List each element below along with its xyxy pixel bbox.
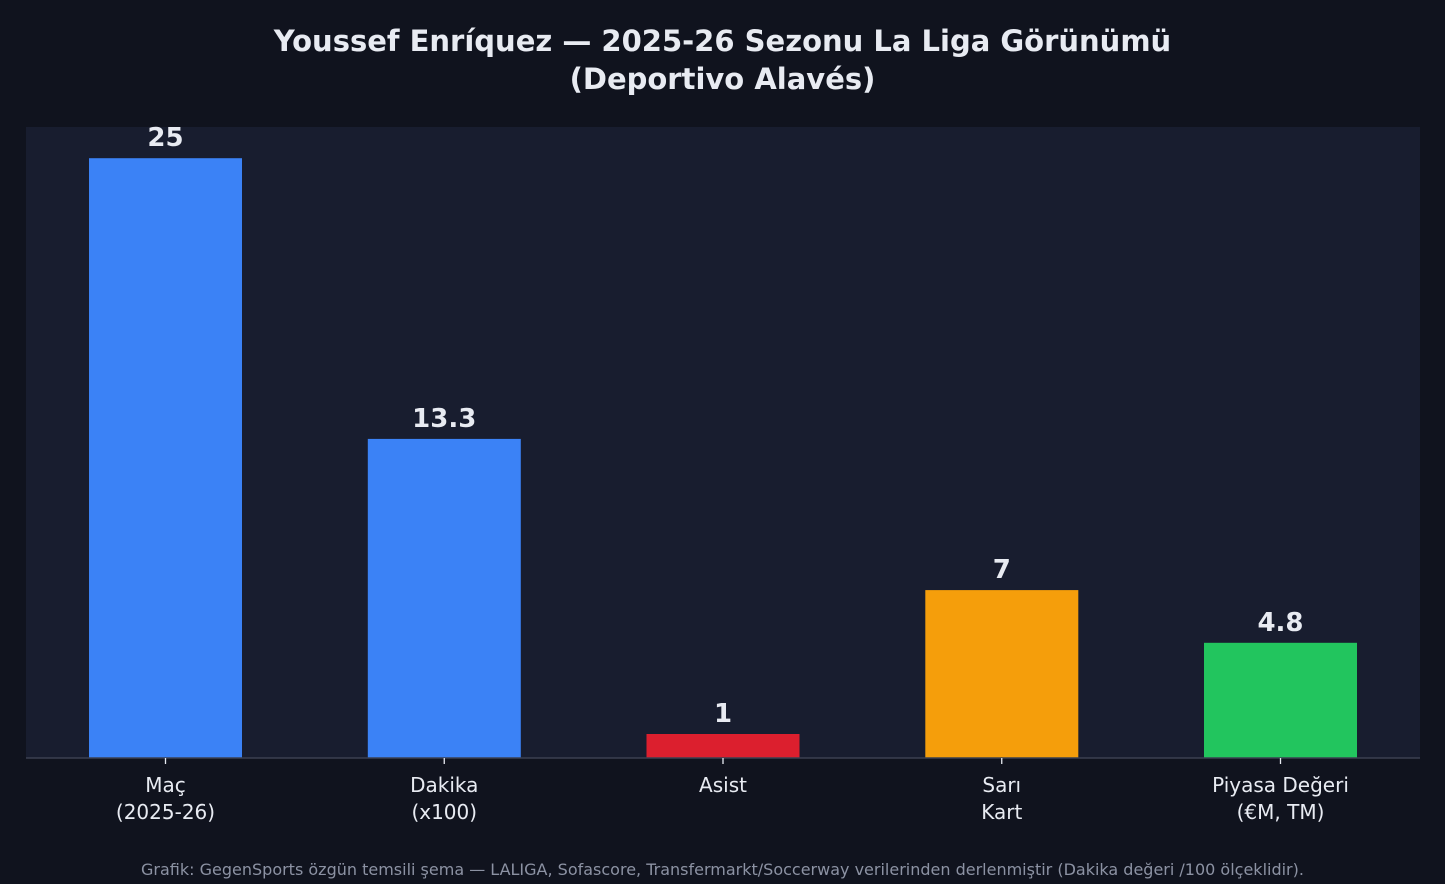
bar-dakika bbox=[367, 438, 521, 758]
value-label-asist: 1 bbox=[714, 699, 732, 729]
chart-title-line-1: Youssef Enríquez — 2025-26 Sezonu La Lig… bbox=[273, 24, 1171, 58]
value-label-dakika: 13.3 bbox=[412, 404, 476, 434]
value-label-sar: 7 bbox=[993, 555, 1011, 585]
x-tick-label-sar: Sarı Kart bbox=[981, 773, 1022, 824]
plot-area bbox=[26, 127, 1420, 758]
x-tick-label-asist: Asist bbox=[699, 773, 747, 797]
bar-mac bbox=[89, 158, 242, 758]
x-tick-label-dakika: Dakika (x100) bbox=[410, 773, 478, 824]
x-ticks-group: Maç (2025-26) Dakika (x100) Asist Sarı Kart Piy… bbox=[116, 758, 1349, 824]
bar-asist bbox=[646, 734, 800, 758]
bars-group: 25 13.3 1 7 4.8 bbox=[89, 123, 1357, 758]
chart-footnote: Grafik: GegenSports özgün temsili şema —… bbox=[141, 860, 1304, 879]
value-label-mac: 25 bbox=[147, 123, 183, 153]
bar-piyasa-degeri bbox=[1204, 642, 1357, 758]
bar-sar bbox=[925, 590, 1079, 758]
chart-title-line-2: (Deportivo Alavés) bbox=[570, 62, 876, 96]
x-tick-label-mac: Maç (2025-26) bbox=[116, 773, 215, 824]
value-label-piyasa-degeri: 4.8 bbox=[1257, 608, 1303, 638]
x-tick-label-piyasa-degeri: Piyasa Değeri (€M, TM) bbox=[1212, 773, 1349, 824]
